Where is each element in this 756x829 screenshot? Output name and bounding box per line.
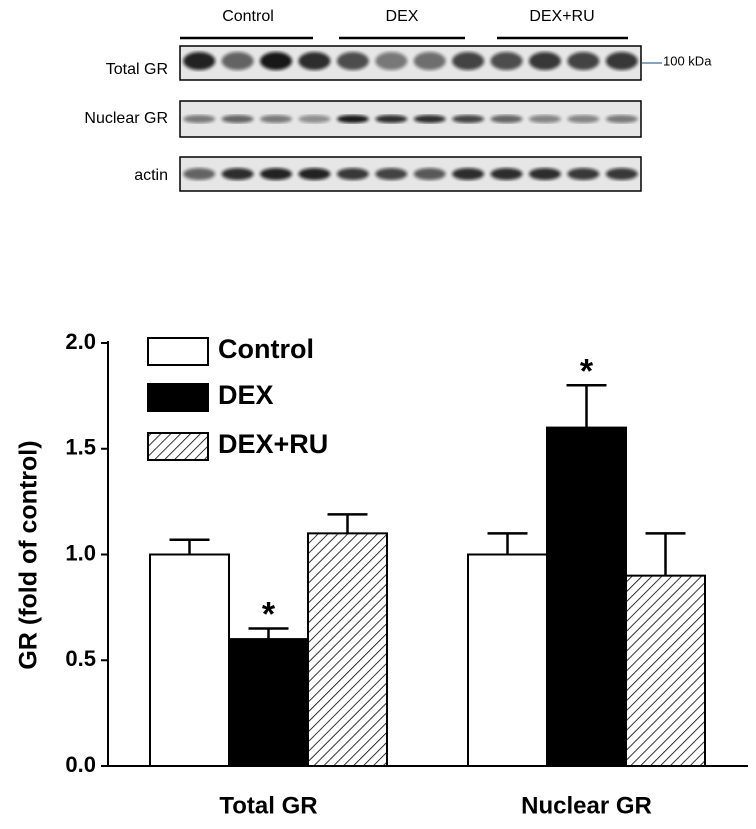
- row-label: actin: [134, 167, 168, 184]
- legend-label: Control: [218, 334, 314, 364]
- significance-mark: *: [262, 596, 276, 634]
- marker-label: 100 kDa: [663, 53, 712, 68]
- bar: [307, 532, 388, 767]
- blot-band: [413, 168, 446, 180]
- bar: [149, 553, 230, 767]
- legend-label: DEX: [218, 380, 274, 410]
- blot-band: [528, 115, 561, 123]
- blot-band: [260, 168, 293, 180]
- blot-band: [221, 115, 254, 123]
- blot-band: [336, 168, 369, 180]
- blot-band: [490, 115, 523, 123]
- blot-band: [605, 52, 638, 70]
- significance-mark: *: [580, 352, 594, 390]
- legend-swatch: [147, 432, 209, 461]
- blot-band: [452, 168, 485, 180]
- bar: [467, 553, 548, 767]
- group-label: DEX: [386, 8, 419, 25]
- blot-band: [298, 168, 331, 180]
- blot-panel: [179, 156, 642, 192]
- y-tick-label: 2.0: [65, 329, 96, 354]
- blot-band: [298, 115, 331, 123]
- y-tick-label: 1.5: [65, 435, 96, 460]
- blot-band: [183, 52, 216, 70]
- blot-band: [528, 168, 561, 180]
- blot-band: [413, 115, 446, 123]
- x-tick-label: Nuclear GR: [521, 792, 652, 819]
- blot-band: [452, 52, 485, 70]
- x-tick-label: Total GR: [219, 792, 317, 819]
- y-tick-label: 1.0: [65, 540, 96, 565]
- group-label: DEX+RU: [529, 8, 594, 25]
- blot-band: [298, 52, 331, 70]
- blot-band: [375, 115, 408, 123]
- bar-chart: GR (fold of control) 0.0 0.5 1.0 1.5 2.0 Tota…: [15, 329, 748, 819]
- blot-band: [221, 52, 254, 70]
- y-tick-label: 0.0: [65, 752, 96, 777]
- row-label: Total GR: [106, 61, 168, 78]
- blot-band: [567, 52, 600, 70]
- blot-band: [567, 168, 600, 180]
- blot-band: [605, 168, 638, 180]
- blot-band: [260, 52, 293, 70]
- y-axis-title: GR (fold of control): [15, 440, 43, 669]
- blot-band: [183, 168, 216, 180]
- blot-band: [221, 168, 254, 180]
- blot-band: [375, 52, 408, 70]
- bar: [546, 426, 627, 767]
- blot-band: [567, 115, 600, 123]
- group-label: Control: [222, 8, 274, 25]
- blot-panel: [179, 100, 642, 138]
- blot-band: [413, 52, 446, 70]
- blot-band: [528, 52, 561, 70]
- blot-band: [375, 168, 408, 180]
- blot-band: [452, 115, 485, 123]
- bar: [228, 638, 309, 767]
- blot-band: [605, 115, 638, 123]
- y-tick-label: 0.5: [65, 646, 96, 671]
- blot-panel: [179, 45, 642, 81]
- legend-swatch: [147, 337, 209, 366]
- legend-label: DEX+RU: [218, 429, 328, 459]
- blot-band: [260, 115, 293, 123]
- blot-band: [183, 115, 216, 123]
- blot-band: [336, 52, 369, 70]
- blot-band: [490, 168, 523, 180]
- western-blot: Control DEX DEX+RU Total GR Nuclear GR a…: [84, 8, 712, 192]
- blot-band: [490, 52, 523, 70]
- blot-band: [336, 115, 369, 123]
- legend-swatch: [147, 383, 209, 412]
- bar: [625, 574, 706, 768]
- row-label: Nuclear GR: [84, 110, 168, 127]
